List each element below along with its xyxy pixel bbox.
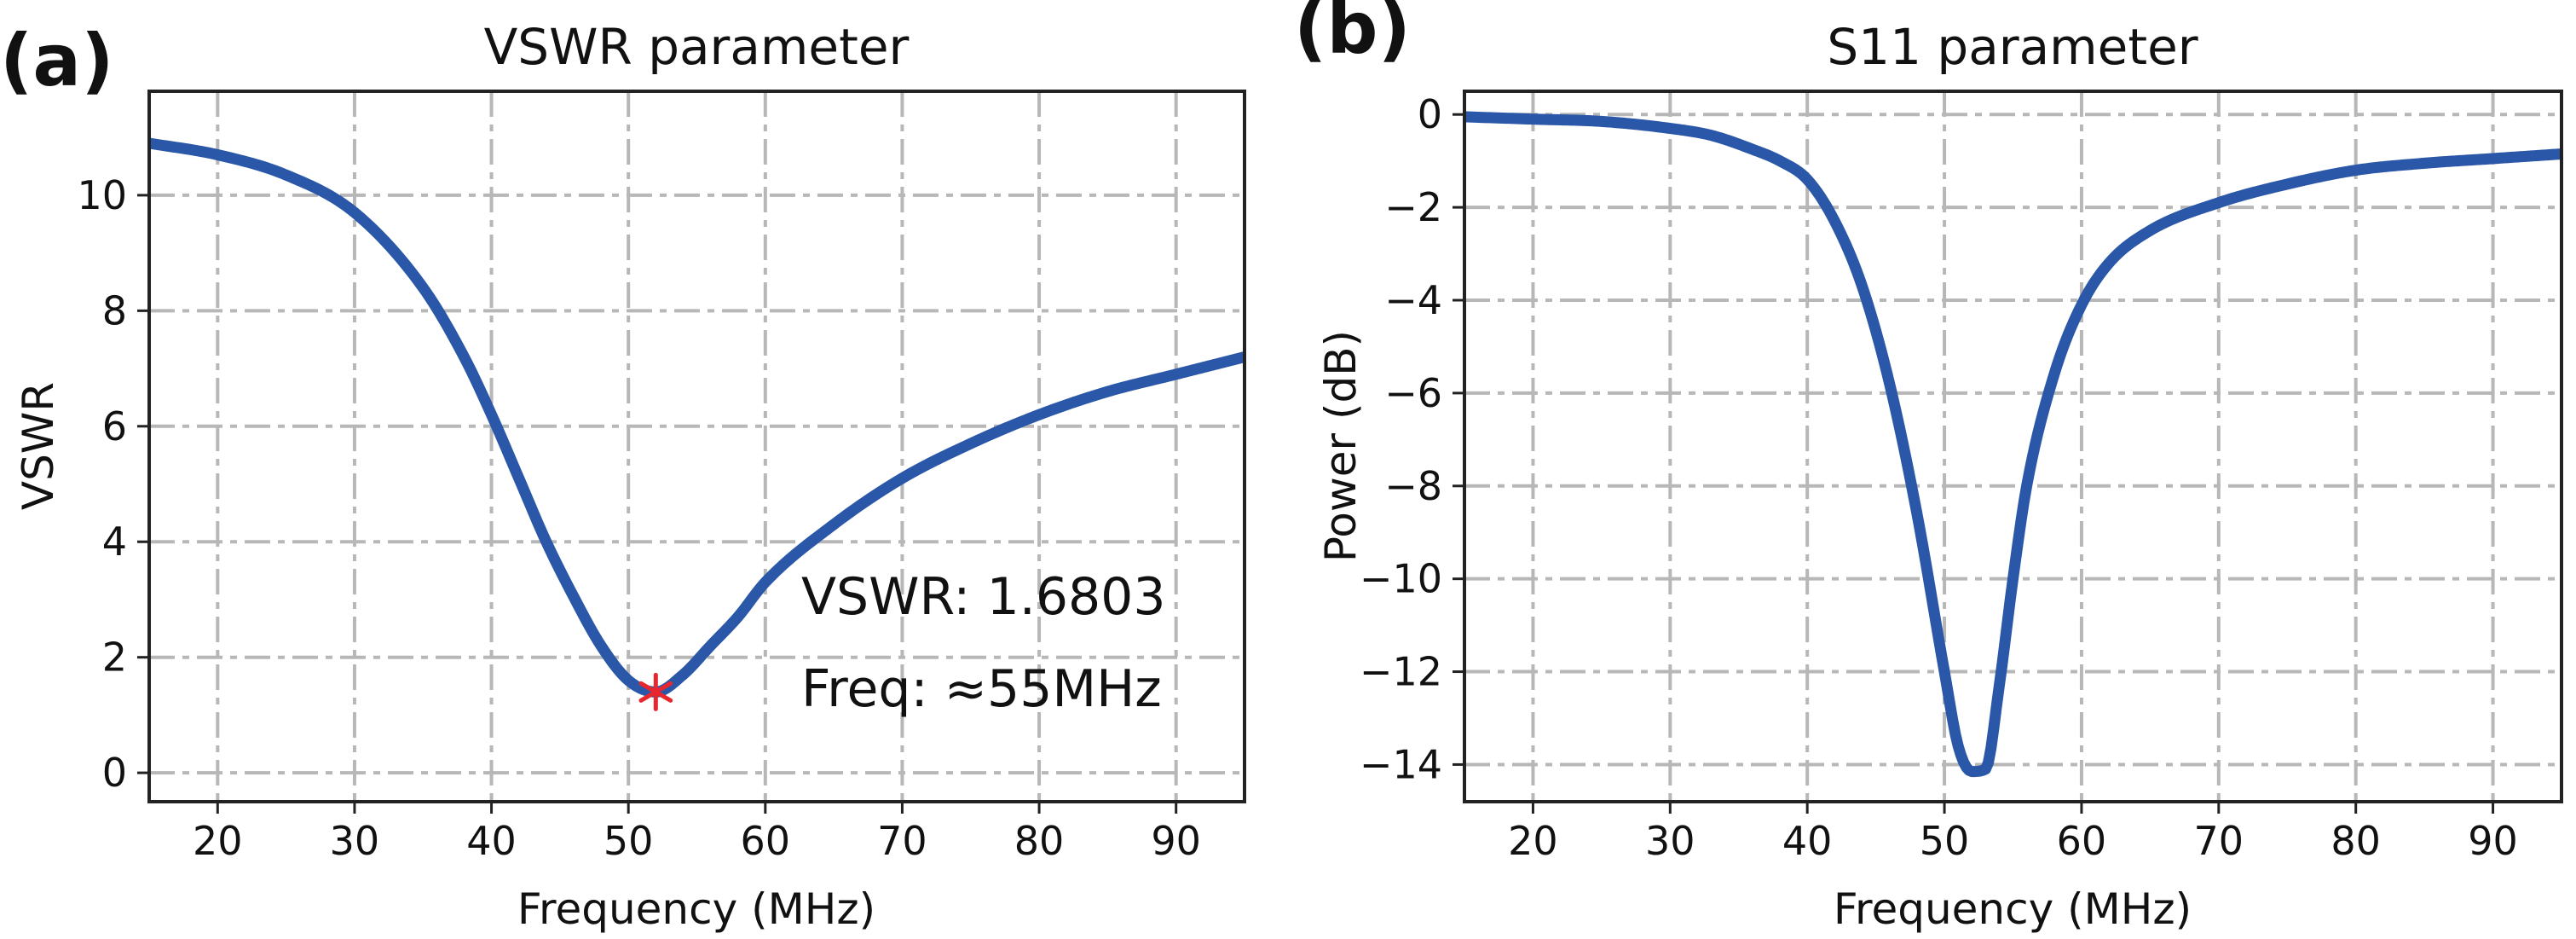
x-tick-label: 20	[1508, 818, 1558, 864]
series-line	[1464, 111, 2562, 778]
x-tick-label: 70	[877, 818, 927, 864]
y-tick-label: 0	[102, 750, 127, 796]
y-tick-label: 10	[77, 172, 127, 218]
y-axis-label: Power (dB)	[1316, 330, 1366, 562]
y-tick-label: 6	[102, 403, 127, 449]
grid	[1464, 91, 2562, 802]
y-tick-label: 8	[102, 287, 127, 333]
series-layer	[1464, 111, 2562, 778]
plot-frame	[147, 90, 1246, 803]
x-tick-label: 60	[2057, 818, 2107, 864]
panel-label: (a)	[0, 19, 113, 102]
y-tick-label: −2	[1384, 184, 1442, 230]
x-axis-label: Frequency (MHz)	[517, 884, 875, 934]
annotation-freq: Freq: ≈55MHz	[801, 659, 1162, 719]
min-marker	[638, 672, 673, 711]
ticks: 20 30 40 50 60 70 80 90 0 −2 −4 −6 −8 −10 −12 −14	[1360, 91, 2518, 864]
x-tick-label: 90	[1151, 818, 1201, 864]
x-tick-label: 70	[2194, 818, 2244, 864]
x-tick-label: 40	[466, 818, 517, 864]
grid	[149, 91, 1245, 802]
x-tick-label: 30	[1645, 818, 1695, 864]
y-axis-label: VSWR	[14, 382, 63, 510]
x-tick-label: 90	[2468, 818, 2518, 864]
y-tick-label: −14	[1360, 741, 1442, 787]
plot-frame	[1463, 90, 2563, 803]
x-tick-label: 30	[330, 818, 380, 864]
annotation-vswr: VSWR: 1.6803	[801, 567, 1166, 627]
y-tick-label: −10	[1360, 556, 1442, 602]
x-tick-label: 80	[1014, 818, 1065, 864]
y-tick-label: −4	[1384, 277, 1442, 323]
x-tick-label: 60	[741, 818, 791, 864]
x-tick-label: 80	[2331, 818, 2381, 864]
panel-vswr: (a) VSWR parameter 20 30 40 50 60 70 80 90 0 2 4 6 8…	[0, 18, 1246, 934]
panel-s11: (b) S11 parameter 20 30 40 50 60 70 80 90 0 −2 −4 −…	[1294, 0, 2563, 934]
y-tick-label: −6	[1384, 370, 1442, 416]
y-tick-label: −12	[1360, 649, 1442, 695]
y-tick-label: 2	[102, 635, 127, 681]
chart-title: S11 parameter	[1827, 18, 2198, 76]
chart-title: VSWR parameter	[484, 18, 910, 76]
y-tick-label: 0	[1418, 91, 1442, 137]
marker-layer	[638, 672, 673, 711]
x-tick-label: 50	[604, 818, 654, 864]
x-axis-label: Frequency (MHz)	[1834, 884, 2192, 934]
x-tick-label: 40	[1782, 818, 1833, 864]
series-layer	[149, 137, 1245, 698]
y-tick-label: −8	[1384, 463, 1442, 509]
ticks: 20 30 40 50 60 70 80 90 0 2 4 6 8 10	[77, 172, 1201, 864]
series-line	[149, 137, 1245, 698]
panel-label: (b)	[1294, 0, 1411, 70]
y-tick-label: 4	[102, 519, 127, 565]
x-tick-label: 50	[1920, 818, 1970, 864]
x-tick-label: 20	[193, 818, 243, 864]
